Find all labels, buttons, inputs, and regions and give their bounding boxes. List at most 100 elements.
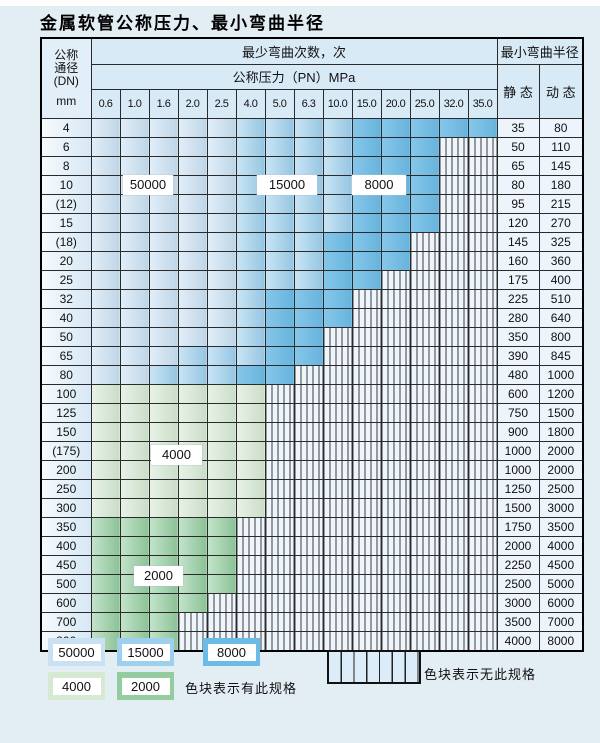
dn-cell: 400 xyxy=(40,535,92,556)
pressure-tick: 1.0 xyxy=(119,88,150,119)
no-spec-cell xyxy=(322,326,353,347)
spec-cell-15000 xyxy=(264,117,295,138)
no-spec-cell xyxy=(293,402,324,423)
static-radius-cell: 2000 xyxy=(496,535,540,556)
no-spec-cell xyxy=(235,611,266,632)
spec-cell-4000 xyxy=(206,478,237,499)
no-spec-cell xyxy=(438,611,469,632)
spec-cell-15000 xyxy=(264,269,295,290)
header-nominal-diameter: 公称 通径 (DN) mm xyxy=(40,37,92,119)
spec-cell-8000 xyxy=(293,326,324,347)
no-spec-cell xyxy=(351,288,382,309)
static-radius-cell: 1250 xyxy=(496,478,540,499)
no-spec-cell xyxy=(380,364,411,385)
no-spec-cell xyxy=(380,573,411,594)
spec-cell-2000 xyxy=(206,535,237,556)
pressure-tick: 0.6 xyxy=(90,88,121,119)
table-row: 125 750 1500 xyxy=(40,402,584,423)
no-spec-cell xyxy=(351,573,382,594)
spec-cell-50000 xyxy=(148,269,179,290)
no-spec-cell xyxy=(409,478,440,499)
no-spec-cell xyxy=(409,364,440,385)
spec-cell-50000 xyxy=(177,136,208,157)
dn-cell: 80 xyxy=(40,364,92,385)
spec-cell-4000 xyxy=(90,402,121,423)
no-spec-cell xyxy=(409,516,440,537)
spec-cell-8000 xyxy=(351,269,382,290)
spec-cell-15000 xyxy=(235,250,266,271)
no-spec-cell xyxy=(467,611,498,632)
spec-cell-50000 xyxy=(206,174,237,195)
table-row: 20 160 360 xyxy=(40,250,584,271)
static-radius-cell: 225 xyxy=(496,288,540,309)
no-spec-cell xyxy=(351,364,382,385)
spec-cell-50000 xyxy=(206,117,237,138)
table-row: 250 1250 2500 xyxy=(40,478,584,499)
legend-no-spec-swatch xyxy=(327,650,421,684)
no-spec-cell xyxy=(467,345,498,366)
spec-cell-15000 xyxy=(322,174,353,195)
spec-cell-50000 xyxy=(90,155,121,176)
dynamic-radius-cell: 7000 xyxy=(538,611,584,632)
no-spec-cell xyxy=(467,155,498,176)
table-row: 600 3000 6000 xyxy=(40,592,584,613)
dn-cell: 10 xyxy=(40,174,92,195)
spec-cell-4000 xyxy=(177,383,208,404)
no-spec-cell xyxy=(293,630,324,651)
no-spec-cell xyxy=(438,421,469,442)
no-spec-cell xyxy=(409,497,440,518)
table-row: 450 2250 4500 xyxy=(40,554,584,575)
table-row: (12) 95 215 xyxy=(40,193,584,214)
spec-cell-50000 xyxy=(119,269,150,290)
no-spec-cell xyxy=(409,250,440,271)
no-spec-cell xyxy=(467,402,498,423)
dynamic-radius-cell: 845 xyxy=(538,345,584,366)
spec-cell-2000 xyxy=(206,554,237,575)
header-bend-times: 最少弯曲次数，次 xyxy=(90,37,498,65)
dn-cell: 20 xyxy=(40,250,92,271)
dn-cell: 25 xyxy=(40,269,92,290)
no-spec-cell xyxy=(467,269,498,290)
spec-cell-50000 xyxy=(90,364,121,385)
no-spec-cell xyxy=(467,288,498,309)
static-radius-cell: 95 xyxy=(496,193,540,214)
no-spec-cell xyxy=(351,307,382,328)
table-row: 40 280 640 xyxy=(40,307,584,328)
no-spec-cell xyxy=(293,535,324,556)
no-spec-cell xyxy=(409,326,440,347)
pressure-tick: 32.0 xyxy=(438,88,469,119)
spec-cell-4000 xyxy=(235,402,266,423)
no-spec-cell xyxy=(351,497,382,518)
no-spec-cell xyxy=(264,440,295,461)
dn-cell: 40 xyxy=(40,307,92,328)
spec-cell-2000 xyxy=(90,535,121,556)
spec-cell-4000 xyxy=(90,383,121,404)
spec-cell-50000 xyxy=(148,288,179,309)
no-spec-cell xyxy=(409,592,440,613)
dn-cell: 50 xyxy=(40,326,92,347)
pressure-tick: 6.3 xyxy=(293,88,324,119)
spec-cell-4000 xyxy=(90,497,121,518)
spec-cell-4000 xyxy=(119,440,150,461)
spec-cell-4000 xyxy=(148,478,179,499)
region-label-2000: 2000 xyxy=(134,566,183,586)
spec-cell-50000 xyxy=(119,155,150,176)
no-spec-cell xyxy=(235,535,266,556)
dynamic-radius-cell: 6000 xyxy=(538,592,584,613)
spec-cell-4000 xyxy=(148,421,179,442)
spec-cell-50000 xyxy=(119,212,150,233)
static-radius-cell: 1500 xyxy=(496,497,540,518)
spec-cell-50000 xyxy=(148,326,179,347)
no-spec-cell xyxy=(235,554,266,575)
page-title: 金属软管公称压力、最小弯曲半径 xyxy=(40,14,325,34)
table-row: 700 3500 7000 xyxy=(40,611,584,632)
header-nominal-pressure: 公称压力（PN）MPa xyxy=(90,63,498,90)
spec-cell-4000 xyxy=(90,440,121,461)
spec-cell-8000 xyxy=(380,231,411,252)
no-spec-cell xyxy=(380,345,411,366)
static-radius-cell: 2250 xyxy=(496,554,540,575)
spec-cell-8000 xyxy=(293,288,324,309)
spec-cell-15000 xyxy=(177,364,208,385)
no-spec-cell xyxy=(467,212,498,233)
no-spec-cell xyxy=(380,440,411,461)
